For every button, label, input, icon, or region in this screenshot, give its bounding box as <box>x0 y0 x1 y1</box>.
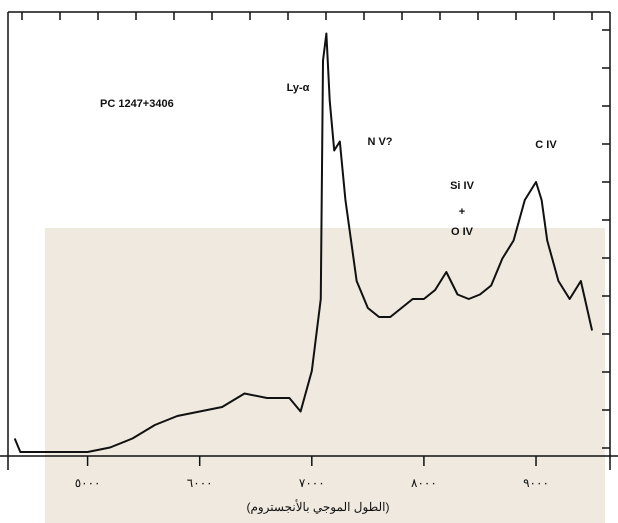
x-tick-label: ٥٠٠٠ <box>75 476 101 490</box>
annotation: Si IV <box>450 180 475 192</box>
chart: PC 1247+3406 (الطول الموجي بالأنجستروم) … <box>0 0 618 523</box>
x-axis-label: (الطول الموجي بالأنجستروم) <box>246 499 389 514</box>
annotation: O IV <box>451 226 474 238</box>
photo-overlay <box>45 228 605 523</box>
x-tick-label: ٧٠٠٠ <box>299 476 325 490</box>
annotation: Ly-α <box>287 82 310 94</box>
x-tick-label: ٨٠٠٠ <box>411 476 437 490</box>
x-tick-label: ٩٠٠٠ <box>523 476 549 490</box>
annotation: + <box>459 206 465 218</box>
annotation: C IV <box>535 139 557 151</box>
chart-title: PC 1247+3406 <box>100 98 174 110</box>
annotation: N V? <box>367 136 392 148</box>
x-tick-label: ٦٠٠٠ <box>187 476 213 490</box>
